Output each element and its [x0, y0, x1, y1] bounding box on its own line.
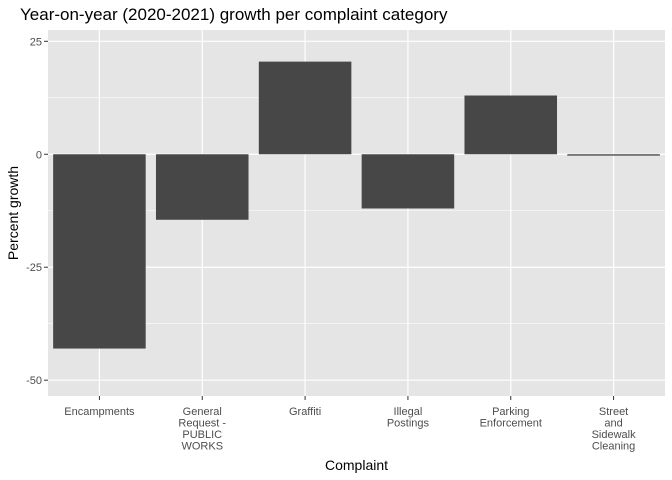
y-tick-label: 0: [36, 149, 42, 161]
y-axis: 25 0 -25 -50: [26, 36, 48, 387]
x-axis: Encampments General Request -PUBLIC WORKS Gr…: [64, 396, 636, 453]
plot-panel: [48, 30, 665, 396]
major-gridlines: [48, 30, 665, 396]
bar: [258, 61, 352, 155]
chart-title: Year-on-year (2020-2021) growth per comp…: [20, 5, 448, 24]
x-tick-label: Encampments: [64, 406, 135, 418]
y-tick-label: -50: [26, 375, 42, 387]
y-tick-label: -25: [26, 262, 42, 274]
y-axis-title: Percent growth: [5, 166, 21, 260]
bar: [53, 154, 146, 349]
y-tick-label: 25: [30, 36, 42, 48]
bar: [464, 95, 558, 155]
bar: [567, 154, 660, 156]
x-tick-label: Parking Enforcement: [480, 406, 542, 430]
x-tick-label: Illegal Postings: [387, 406, 430, 430]
x-tick-label: Graffiti: [289, 406, 321, 418]
x-axis-title: Complaint: [325, 457, 388, 473]
bar: [155, 154, 249, 220]
x-tick-label: Street and Sidewalk Cleaning: [592, 406, 637, 453]
minor-gridlines: [48, 97, 665, 325]
bars: [53, 61, 660, 349]
bar: [361, 154, 455, 209]
x-tick-label: General Request -PUBLIC WORKS: [178, 406, 226, 453]
